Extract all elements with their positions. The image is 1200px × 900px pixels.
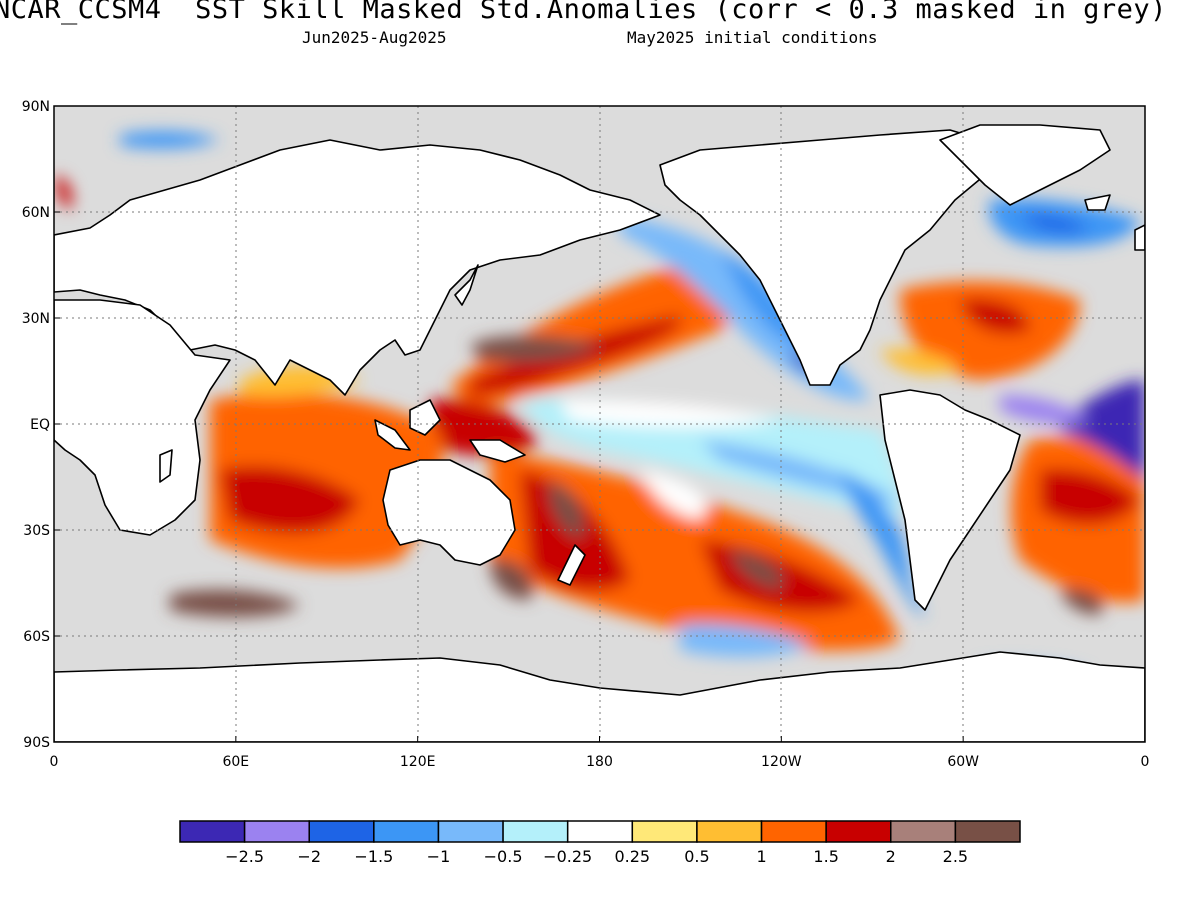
colorbar-swatch xyxy=(373,820,440,843)
colorbar-swatch xyxy=(566,820,634,843)
colorbar-swatch xyxy=(437,820,504,843)
continents xyxy=(54,124,1145,742)
new-guinea xyxy=(469,439,526,463)
colorbar-label: 0.5 xyxy=(684,847,709,866)
colorbar-label: −0.5 xyxy=(484,847,523,866)
sumatra xyxy=(374,419,411,451)
colorbar-label: −1.5 xyxy=(354,847,393,866)
lon-tick-label: 60E xyxy=(222,754,249,770)
map-title: NCAR_CCSM4 SST Skill Masked Std.Anomalie… xyxy=(0,0,1167,25)
colorbar-label: −0.25 xyxy=(543,847,592,866)
colorbar-swatch xyxy=(179,820,246,843)
colorbar-swatch xyxy=(760,820,827,843)
antarctica xyxy=(54,651,1145,742)
borneo xyxy=(409,399,441,436)
lon-tick-label: 120E xyxy=(400,754,436,770)
colorbar-label: 0.25 xyxy=(614,847,650,866)
colorbar-swatch xyxy=(243,820,310,843)
south-america xyxy=(879,389,1021,611)
lat-tick-label: 60N xyxy=(22,205,50,221)
colorbar-swatch xyxy=(954,820,1021,843)
japan xyxy=(454,264,479,306)
colorbar-label: 1.5 xyxy=(813,847,838,866)
iceland xyxy=(1084,194,1111,211)
colorbar-swatch xyxy=(308,820,375,843)
colorbar-swatch xyxy=(890,820,957,843)
new-zealand xyxy=(557,544,586,586)
colorbar-label: −2 xyxy=(297,847,321,866)
eurasia xyxy=(54,139,661,396)
lon-tick-label: 0 xyxy=(50,754,59,770)
gridlines xyxy=(54,106,1145,742)
colorbar-swatch xyxy=(631,820,698,843)
latitude-axis: 90N 60N 30N EQ 30S 60S 90S xyxy=(22,99,60,751)
colorbar-swatch xyxy=(502,820,569,843)
lat-tick-label: 60S xyxy=(23,629,50,645)
lon-tick-label: 180 xyxy=(586,754,613,770)
lon-tick-label: 120W xyxy=(761,754,802,770)
colorbar-label: 2.5 xyxy=(943,847,968,866)
colorbar-label: −2.5 xyxy=(225,847,264,866)
lon-tick-label: 60W xyxy=(947,754,979,770)
initial-conditions: May2025 initial conditions xyxy=(627,28,878,47)
colorbar-swatch xyxy=(825,820,892,843)
lat-tick-label: 30N xyxy=(22,311,50,327)
colorbar: −2.5 −2 −1.5 −1 −0.5 −0.25 0.25 0.5 1 1.5 2 2.5 xyxy=(179,820,1021,866)
lon-tick-label: 0 xyxy=(1141,754,1150,770)
map-area xyxy=(54,106,1145,742)
colorbar-swatch xyxy=(696,820,763,843)
colorbar-label: −1 xyxy=(427,847,451,866)
lat-tick-label: EQ xyxy=(30,417,50,433)
north-america xyxy=(659,129,1001,386)
madagascar xyxy=(159,449,173,483)
longitude-axis: 0 60E 120E 180 120W 60W 0 xyxy=(50,736,1150,770)
australia xyxy=(382,459,516,566)
lat-tick-label: 90N xyxy=(22,99,50,115)
uk xyxy=(1134,224,1145,251)
forecast-period: Jun2025-Aug2025 xyxy=(302,28,447,47)
lat-tick-label: 30S xyxy=(23,523,50,539)
colorbar-label: 1 xyxy=(756,847,766,866)
colorbar-label: 2 xyxy=(886,847,896,866)
greenland xyxy=(939,124,1111,206)
lat-tick-label: 90S xyxy=(23,735,50,751)
africa xyxy=(54,299,231,536)
